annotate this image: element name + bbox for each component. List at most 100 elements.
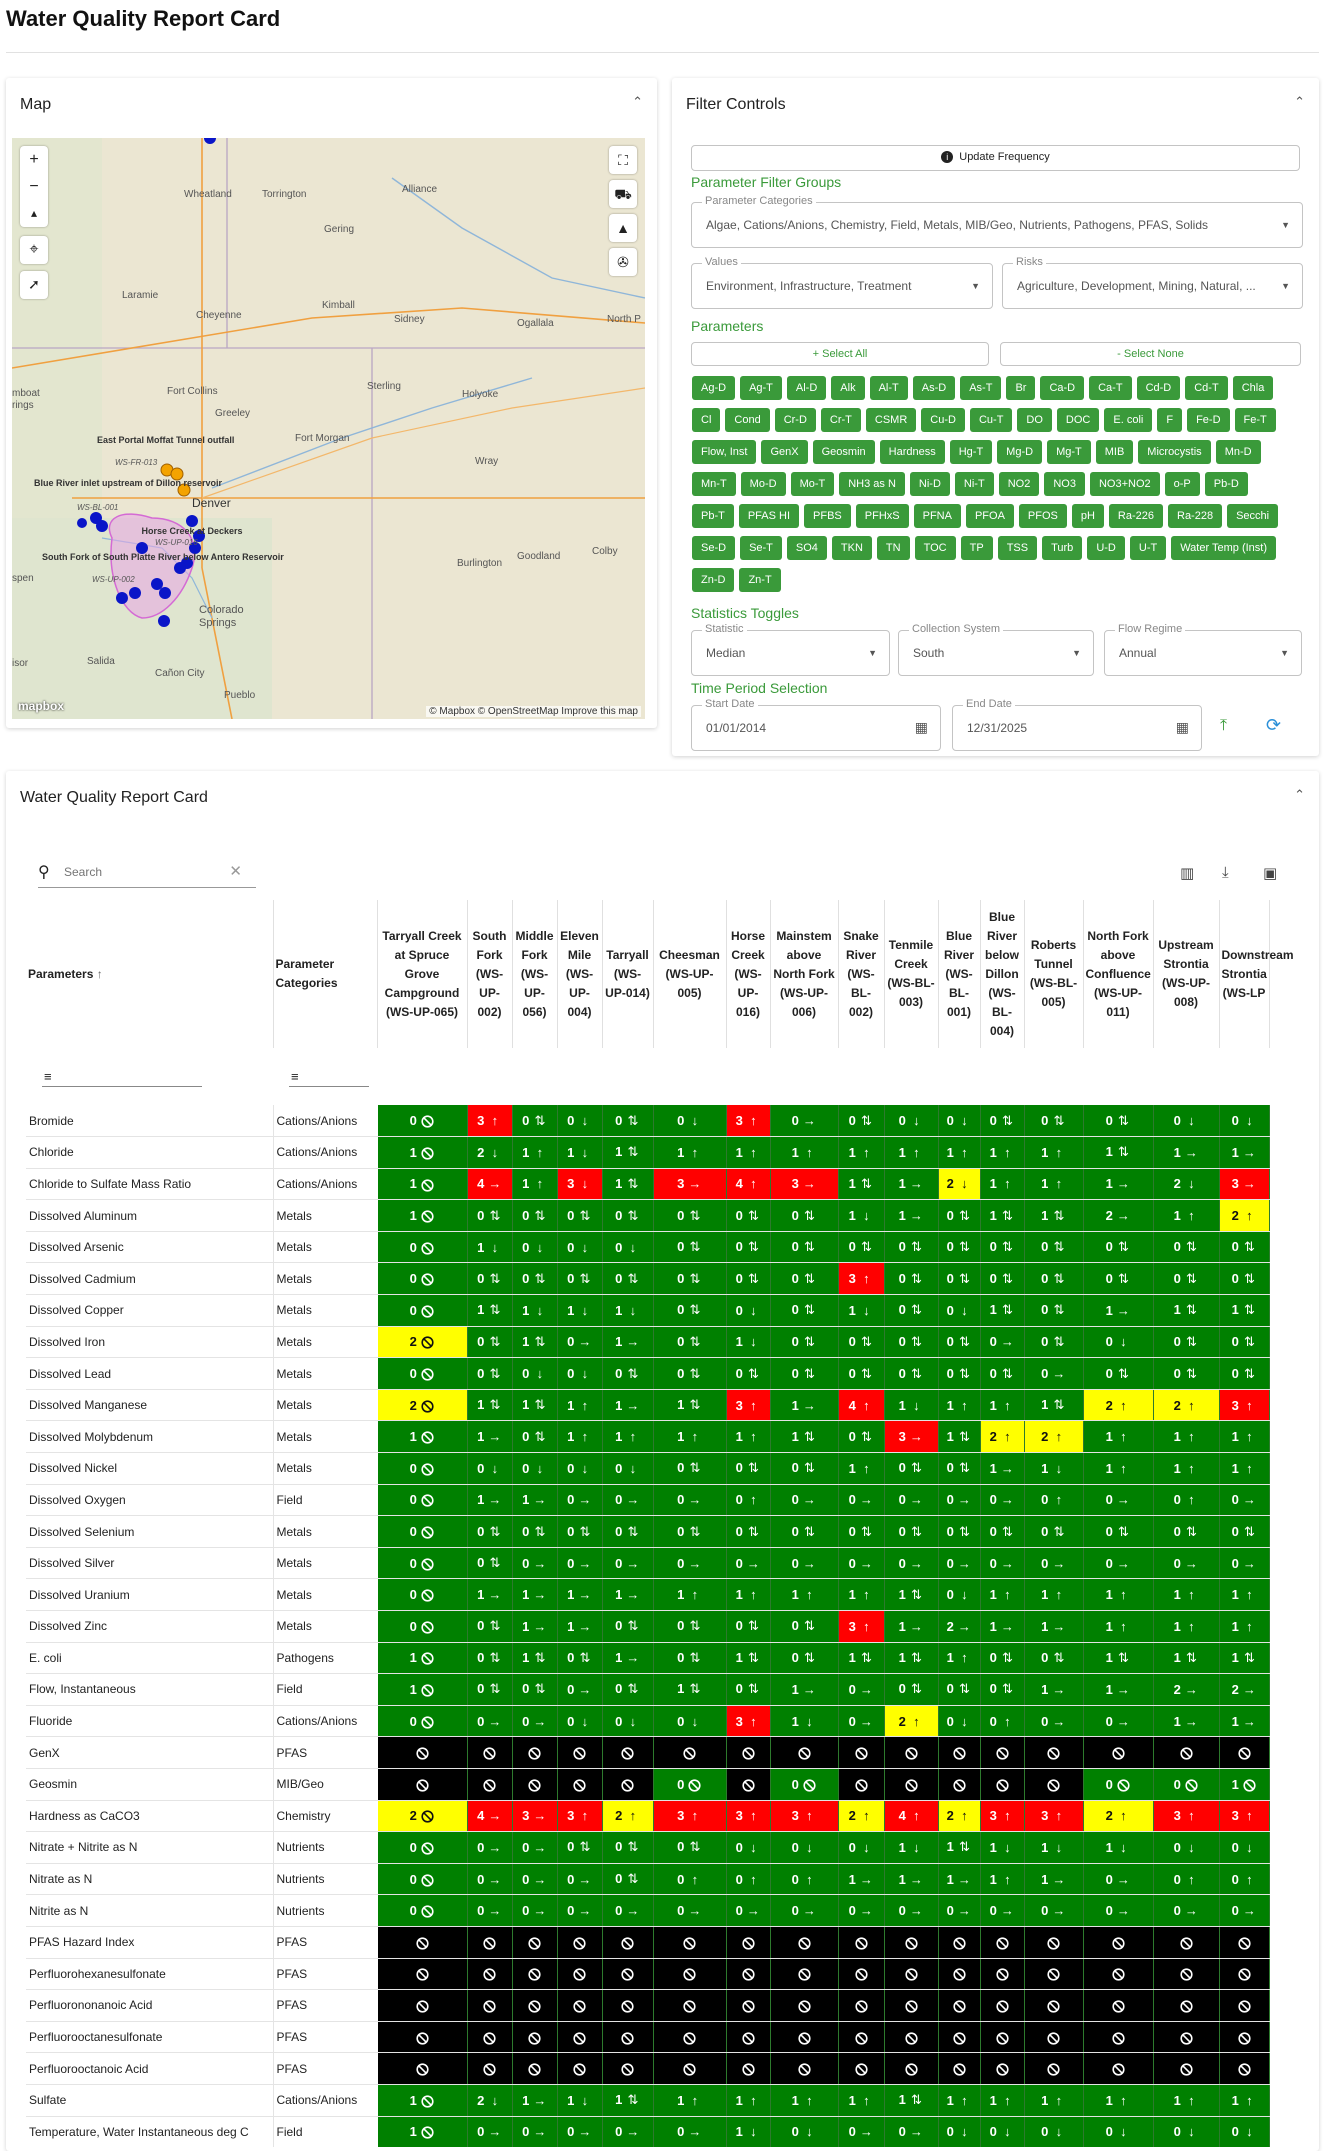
score-cell[interactable]: 1 → xyxy=(602,1642,654,1675)
score-cell[interactable]: 0 xyxy=(377,1357,468,1390)
score-cell[interactable]: 1 ↑ xyxy=(1024,1168,1084,1201)
score-cell[interactable]: 1 → xyxy=(602,1389,654,1422)
score-cell[interactable]: 0 ↓ xyxy=(1219,2116,1270,2147)
score-cell[interactable]: 1 ⇅ xyxy=(602,1136,654,1169)
score-cell[interactable]: 0 ↓ xyxy=(770,2116,839,2147)
columns-icon[interactable]: ▥ xyxy=(1180,865,1195,882)
score-cell[interactable]: 0 ⇅ xyxy=(467,1326,513,1359)
score-cell[interactable] xyxy=(838,1989,885,2022)
score-cell[interactable]: 2 → xyxy=(1083,1199,1154,1232)
score-cell[interactable]: 0 ⇅ xyxy=(557,1262,603,1296)
score-cell[interactable]: 0 ⇅ xyxy=(884,1294,939,1327)
score-cell[interactable]: 3 ↑ xyxy=(726,1389,771,1422)
score-cell[interactable]: 0 → xyxy=(1083,1484,1154,1517)
score-cell[interactable] xyxy=(938,2021,981,2054)
score-cell[interactable]: 0 → xyxy=(770,1105,839,1138)
score-cell[interactable]: 1 ↑ xyxy=(980,1863,1025,1896)
score-cell[interactable]: 0 → xyxy=(884,1547,939,1580)
score-cell[interactable]: 0 ↓ xyxy=(938,1578,981,1611)
score-cell[interactable] xyxy=(377,1768,468,1801)
score-cell[interactable] xyxy=(377,1736,468,1769)
score-cell[interactable]: 1 ↓ xyxy=(557,2084,603,2117)
score-cell[interactable]: 1 → xyxy=(884,1168,939,1201)
score-cell[interactable]: 1 ⇅ xyxy=(512,1326,558,1359)
score-cell[interactable]: 0 xyxy=(1153,1768,1220,1801)
parameter-chip[interactable]: Cl xyxy=(692,408,721,432)
score-cell[interactable] xyxy=(653,1926,727,1959)
score-cell[interactable] xyxy=(770,1958,839,1991)
score-cell[interactable]: 3 → xyxy=(884,1420,939,1454)
score-cell[interactable]: 0 → xyxy=(557,1326,603,1359)
score-cell[interactable] xyxy=(467,1926,513,1959)
score-cell[interactable] xyxy=(512,1768,558,1801)
score-cell[interactable]: 0 ⇅ xyxy=(838,1357,885,1390)
score-cell[interactable]: 0 ↓ xyxy=(1083,1326,1154,1359)
score-cell[interactable]: 1 → xyxy=(884,1863,939,1896)
score-cell[interactable]: 1 ⇅ xyxy=(980,1294,1025,1327)
score-cell[interactable]: 0 → xyxy=(884,1894,939,1927)
score-cell[interactable] xyxy=(980,1926,1025,1959)
score-cell[interactable]: 3 → xyxy=(512,1800,558,1833)
score-cell[interactable]: 1 → xyxy=(602,1326,654,1359)
score-cell[interactable]: 0 ⇅ xyxy=(1153,1262,1220,1296)
parameter-chip[interactable]: TOC xyxy=(914,536,956,560)
values-select[interactable]: Values Environment, Infrastructure, Trea… xyxy=(691,256,993,309)
score-cell[interactable]: 1 ↑ xyxy=(980,1168,1025,1201)
score-cell[interactable] xyxy=(1083,1989,1154,2022)
score-cell[interactable]: 0 ↓ xyxy=(980,2116,1025,2147)
score-cell[interactable]: 2 ↓ xyxy=(1153,1168,1220,1201)
score-cell[interactable]: 1 ↑ xyxy=(653,1136,727,1169)
statistic-select[interactable]: Statistic Median ▼ xyxy=(691,623,890,676)
score-cell[interactable]: 1 ↓ xyxy=(838,1199,885,1232)
score-cell[interactable] xyxy=(938,1958,981,1991)
truck-icon[interactable]: ⛟ xyxy=(609,180,637,208)
score-cell[interactable]: 0 ↓ xyxy=(557,1105,603,1138)
score-cell[interactable] xyxy=(726,1958,771,1991)
score-cell[interactable] xyxy=(770,2021,839,2054)
score-cell[interactable] xyxy=(1153,1736,1220,1769)
score-cell[interactable]: 1 ↑ xyxy=(938,2084,981,2117)
parameter-chip[interactable]: Ca-T xyxy=(1089,376,1132,400)
score-cell[interactable]: 0 → xyxy=(602,1894,654,1927)
score-cell[interactable]: 1 → xyxy=(512,1484,558,1517)
score-cell[interactable]: 4 → xyxy=(467,1168,513,1201)
score-cell[interactable]: 0 ↑ xyxy=(726,1863,771,1896)
score-cell[interactable]: 0 ⇅ xyxy=(980,1357,1025,1390)
score-cell[interactable]: 0 ⇅ xyxy=(467,1547,513,1580)
score-cell[interactable] xyxy=(938,1989,981,2022)
score-cell[interactable]: 0 ⇅ xyxy=(726,1262,771,1296)
score-cell[interactable]: 0 ⇅ xyxy=(980,1231,1025,1264)
score-cell[interactable]: 0 ↓ xyxy=(653,1105,727,1138)
collapse-icon[interactable]: ⌃ xyxy=(1294,787,1305,802)
score-cell[interactable] xyxy=(726,1989,771,2022)
score-cell[interactable]: 0 → xyxy=(938,1547,981,1580)
score-cell[interactable]: 0 ⇅ xyxy=(980,1642,1025,1675)
score-cell[interactable]: 0 ↑ xyxy=(1219,1863,1270,1896)
score-cell[interactable]: 2 ↑ xyxy=(1024,1420,1084,1454)
score-cell[interactable]: 3 ↓ xyxy=(557,1168,603,1201)
score-cell[interactable]: 2 ↓ xyxy=(467,1136,513,1169)
column-header-station[interactable]: Snake River (WS-BL-002) xyxy=(838,900,885,1048)
score-cell[interactable] xyxy=(1024,2021,1084,2054)
score-cell[interactable] xyxy=(557,2021,603,2054)
score-cell[interactable]: 0 ⇅ xyxy=(467,1673,513,1706)
parameter-chip[interactable]: NO3 xyxy=(1044,472,1085,496)
score-cell[interactable]: 0 → xyxy=(980,1326,1025,1359)
score-cell[interactable]: 2 xyxy=(377,1326,468,1359)
score-cell[interactable]: 0 ↑ xyxy=(1153,1484,1220,1517)
score-cell[interactable]: 0 → xyxy=(1083,1547,1154,1580)
score-cell[interactable]: 1 ⇅ xyxy=(653,1389,727,1422)
parameter-chip[interactable]: Fe-T xyxy=(1234,408,1276,432)
score-cell[interactable]: 0 → xyxy=(1219,1894,1270,1927)
score-cell[interactable]: 0 ↓ xyxy=(602,1705,654,1738)
score-cell[interactable]: 2 ↑ xyxy=(602,1800,654,1833)
parameter-chip[interactable]: Se-T xyxy=(740,536,782,560)
score-cell[interactable]: 4 ↑ xyxy=(884,1800,939,1833)
score-cell[interactable]: 2 xyxy=(377,1800,468,1833)
score-cell[interactable] xyxy=(557,1736,603,1769)
score-cell[interactable]: 0 → xyxy=(557,1484,603,1517)
parameter-chip[interactable]: PFOS xyxy=(1018,504,1067,528)
score-cell[interactable]: 0 → xyxy=(512,1547,558,1580)
score-cell[interactable]: 0 → xyxy=(726,1894,771,1927)
score-cell[interactable]: 0 → xyxy=(770,1484,839,1517)
